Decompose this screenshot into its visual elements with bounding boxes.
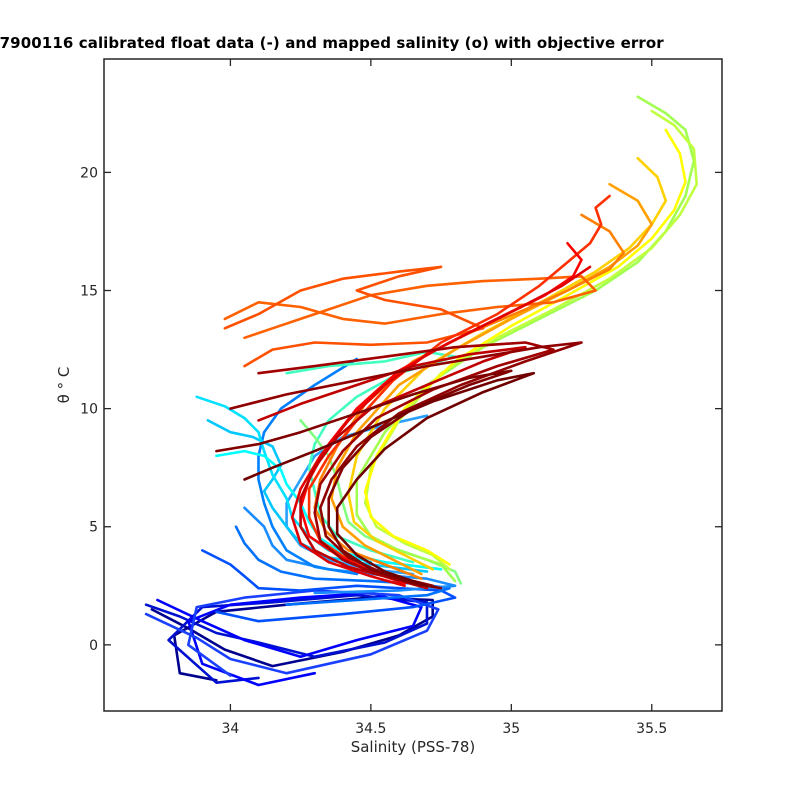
- tick-labels: 34 34.5 35 35.5 0 5 10 15 20: [80, 165, 667, 737]
- y-tick-label: 15: [80, 284, 98, 300]
- series-line-16: [363, 109, 699, 571]
- series-line-8: [257, 357, 359, 576]
- chart-title-text: R7900116 calibrated float data (-) and m…: [0, 34, 664, 52]
- x-tick-label: 35.5: [636, 721, 667, 737]
- y-tick-label: 0: [89, 638, 98, 654]
- tick-marks: [104, 59, 722, 711]
- y-tick-label: 10: [80, 402, 98, 418]
- x-tick-label: 34: [221, 721, 239, 737]
- series-line-25: [290, 265, 592, 588]
- plot-frame: [103, 58, 723, 712]
- series-line-17: [363, 128, 687, 566]
- series-line-3: [156, 591, 423, 687]
- series-line-2: [144, 593, 429, 685]
- series-line-6: [234, 525, 451, 607]
- series-line-30: [243, 371, 536, 588]
- x-tick-label: 34.5: [355, 721, 386, 737]
- series-line-28: [229, 341, 583, 588]
- y-axis-label: θ ° C: [55, 367, 73, 404]
- series-line-27: [257, 341, 555, 588]
- chart-title: R7900116 calibrated float data (-) and m…: [0, 34, 800, 56]
- series-line-4: [144, 589, 440, 677]
- plot-area: [104, 59, 722, 711]
- series-line-21: [223, 274, 597, 340]
- x-axis-label: Salinity (PSS-78): [351, 738, 476, 756]
- series-line-5: [201, 549, 457, 623]
- x-tick-label: 35: [502, 721, 520, 737]
- series-layer: [144, 95, 699, 687]
- y-tick-label: 5: [89, 520, 98, 536]
- y-tick-label: 20: [80, 165, 98, 181]
- series-line-22: [223, 265, 485, 368]
